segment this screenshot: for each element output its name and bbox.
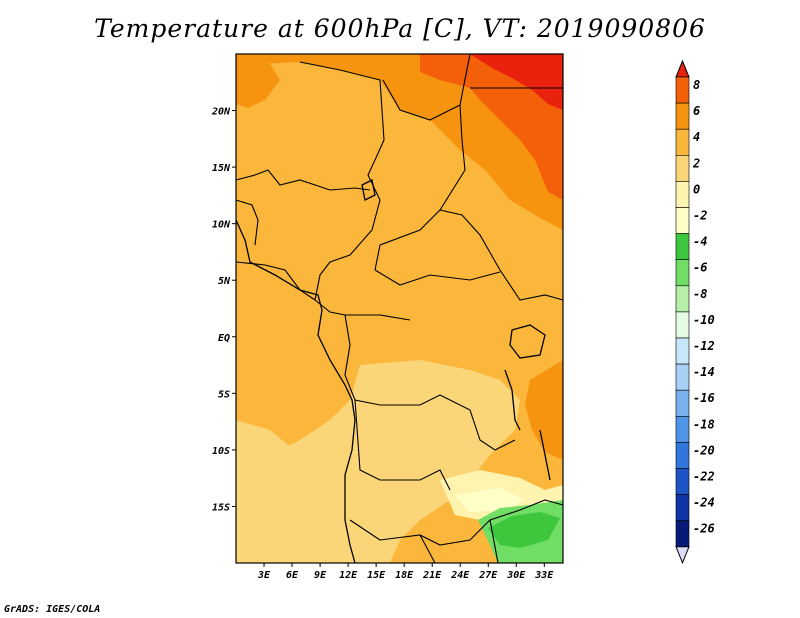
colorbar-level-label: -10 <box>693 313 715 327</box>
border-line <box>299 61 385 161</box>
colorbar-level-label: 6 <box>693 104 700 118</box>
colorbar-level-label: -22 <box>693 470 715 484</box>
colorbar-swatch <box>675 76 690 104</box>
lat-tick-label: 10S <box>212 446 230 457</box>
lon-tick-label: 18E <box>395 570 414 581</box>
border-line <box>235 199 259 246</box>
field-0to2-coast <box>236 420 300 470</box>
border-line <box>235 261 316 301</box>
colorbar-top-arrow <box>675 59 690 78</box>
coastline-west <box>235 219 356 564</box>
colorbar-swatch <box>675 520 690 548</box>
lon-tick-label: 15E <box>367 570 386 581</box>
lat-tick-label: 5S <box>218 389 230 400</box>
border-line <box>354 399 451 491</box>
lon-tick-label: 30E <box>506 570 526 581</box>
lat-tick-label: EQ <box>218 333 230 344</box>
country-borders <box>235 53 564 564</box>
lat-tick-label: 20N <box>211 107 231 118</box>
colorbar-swatch <box>675 468 690 495</box>
colorbar-level-label: -26 <box>693 522 715 536</box>
colorbar-swatch <box>675 285 690 313</box>
border-line <box>489 519 499 564</box>
lon-tick-label: 33E <box>534 570 554 581</box>
colorbar-level-label: -24 <box>693 496 715 510</box>
lat-tick-label: 10N <box>212 220 231 231</box>
colorbar-level-label: -16 <box>693 391 715 405</box>
colorbar-bottom-arrow <box>675 546 690 565</box>
colorbar-swatch <box>675 128 690 156</box>
colorbar: 8 6 4 2 0 -2 -4 -6 -8 -10 -12 -14 -16 -18 -20 -22 -24 -26 <box>675 59 715 565</box>
colorbar-swatch <box>675 363 690 391</box>
colorbar-swatch <box>675 155 690 182</box>
colorbar-level-label: -6 <box>693 261 707 275</box>
border-line <box>349 499 564 546</box>
field-4to6-west-sahel <box>236 60 280 108</box>
colorbar-level-label: -2 <box>693 209 707 223</box>
lon-tick-label: 24E <box>450 570 470 581</box>
grads-footer: GrADS: IGES/COLA <box>4 604 101 615</box>
border-line <box>314 159 381 301</box>
border-line <box>235 169 371 191</box>
lat-tick-label: 5N <box>218 276 231 287</box>
field-0to2-south <box>236 360 520 563</box>
border-line <box>344 314 516 451</box>
colorbar-swatch <box>675 442 690 469</box>
lon-tick-label: 21E <box>422 570 442 581</box>
field-8plus-corner <box>470 54 563 110</box>
lon-tick-label: 27E <box>478 570 498 581</box>
lon-tick-label: 6E <box>286 570 299 581</box>
map-frame <box>235 53 564 564</box>
colorbar-level-label: -20 <box>693 443 715 457</box>
temperature-field <box>236 54 563 563</box>
colorbar-level-label: -14 <box>693 365 715 379</box>
colorbar-swatch <box>675 233 690 261</box>
colorbar-level-label: -8 <box>693 287 707 301</box>
colorbar-swatch <box>675 102 690 130</box>
colorbar-swatch <box>675 337 690 365</box>
lake-victoria <box>509 324 546 359</box>
border-line <box>439 209 564 301</box>
border-line <box>374 269 501 286</box>
latitude-axis: 20N 15N 10N 5N EQ 5S 10S 15S <box>211 107 236 513</box>
lake-tanganyika <box>504 369 521 431</box>
lake-chad <box>361 179 376 201</box>
field-6to8-northeast <box>420 54 563 200</box>
colorbar-level-label: 8 <box>693 78 700 92</box>
colorbar-level-label: 0 <box>693 182 700 196</box>
colorbar-level-label: -12 <box>693 339 715 353</box>
colorbar-swatch <box>675 181 690 208</box>
colorbar-swatch <box>675 494 690 522</box>
longitude-axis: 3E 6E 9E 12E 15E 18E 21E 24E 27E 30E 33E <box>257 563 554 581</box>
lake-malawi <box>539 429 551 481</box>
lat-tick-label: 15S <box>212 502 230 513</box>
colorbar-level-label: -18 <box>693 417 715 431</box>
field-4to6-east <box>525 360 563 460</box>
border-line <box>382 53 471 121</box>
coastline <box>235 179 551 564</box>
colorbar-swatch <box>675 389 690 417</box>
lat-tick-label: 15N <box>212 163 231 174</box>
field-minus4to2 <box>455 488 525 512</box>
colorbar-swatch <box>675 207 690 234</box>
colorbar-swatch <box>675 311 690 339</box>
colorbar-level-label: 2 <box>692 156 700 170</box>
border-line <box>419 534 436 564</box>
chart-title: Temperature at 600hPa [C], VT: 201909080… <box>94 14 706 43</box>
colorbar-level-label: -4 <box>693 235 707 249</box>
lon-tick-label: 3E <box>257 570 271 581</box>
colorbar-swatch <box>675 259 690 287</box>
lon-tick-label: 9E <box>314 570 327 581</box>
colorbar-level-label: 4 <box>693 130 700 144</box>
lon-tick-label: 12E <box>339 570 358 581</box>
colorbar-swatch <box>675 415 690 443</box>
field-minus6to4-dark <box>488 512 560 548</box>
